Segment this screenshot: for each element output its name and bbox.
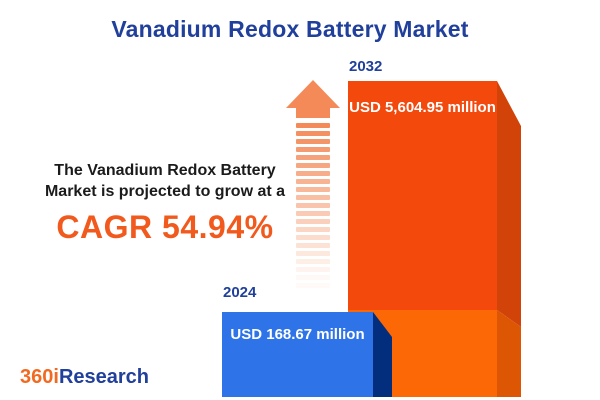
logo-research: Research [58, 366, 149, 388]
bar-2024-year-label: 2024 [223, 284, 257, 301]
arrow-stripe [296, 259, 330, 264]
arrow-stripe [296, 211, 330, 216]
arrow-stripe [296, 123, 330, 128]
bar-2032-value-label: USD 5,604.95 million [349, 99, 496, 116]
arrow-stripe [296, 251, 330, 256]
logo-360i: 360i [20, 366, 59, 388]
bar-2024-3d-side [373, 312, 392, 397]
arrow-stripe [296, 147, 330, 152]
bar-2024-value-label: USD 168.67 million [230, 326, 365, 343]
arrow-stripe [296, 243, 330, 248]
bar-2032-year-label: 2032 [349, 58, 383, 75]
arrow-stripe [296, 179, 330, 184]
description-line1: The Vanadium Redox Battery [54, 162, 276, 179]
bar-2032-face [348, 81, 497, 310]
growth-arrow-stripes [296, 123, 330, 288]
arrow-stripe [296, 219, 330, 224]
growth-arrow-icon [286, 80, 340, 295]
bar-2032-overlap-3d-side [497, 310, 521, 397]
bar-2032-3d-side [497, 81, 521, 327]
arrow-stripe [296, 227, 330, 232]
bar-2032: USD 5,604.95 million [348, 81, 521, 397]
cagr-highlight: CAGR 54.94% [56, 209, 274, 246]
arrow-stripe [296, 267, 330, 272]
growth-arrow-head [286, 80, 340, 108]
arrow-stripe [296, 155, 330, 160]
bar-2024: USD 168.67 million [222, 312, 392, 397]
arrow-stripe [296, 131, 330, 136]
bar-2024-face [222, 312, 373, 397]
arrow-stripe [296, 283, 330, 288]
logo: 360iResearch [20, 366, 149, 389]
description-block: The Vanadium Redox Battery Market is pro… [35, 160, 295, 248]
growth-arrow-stub [296, 107, 330, 118]
description-line2: Market is projected to grow at a [44, 183, 286, 201]
chart-title: Vanadium Redox Battery Market [111, 16, 469, 42]
arrow-stripe [296, 203, 330, 208]
arrow-stripe [296, 171, 330, 176]
arrow-stripe [296, 195, 330, 200]
arrow-stripe [296, 275, 330, 280]
arrow-stripe [296, 163, 330, 168]
arrow-stripe [296, 139, 330, 144]
arrow-stripe [296, 187, 330, 192]
arrow-stripe [296, 235, 330, 240]
